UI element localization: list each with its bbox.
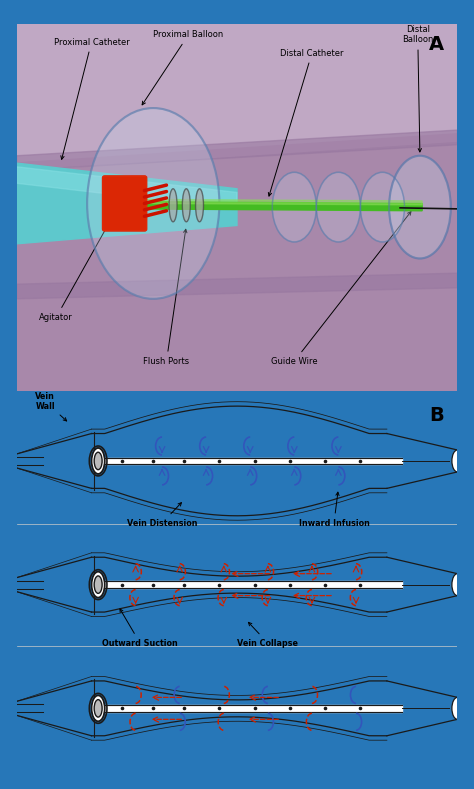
Polygon shape: [140, 200, 422, 205]
Text: Flush Ports: Flush Ports: [144, 230, 190, 366]
Ellipse shape: [360, 172, 404, 242]
Ellipse shape: [94, 576, 102, 593]
Ellipse shape: [316, 172, 360, 242]
Text: Distal Catheter: Distal Catheter: [268, 48, 344, 196]
Text: Outward Suction: Outward Suction: [102, 609, 178, 648]
Ellipse shape: [87, 108, 219, 299]
Ellipse shape: [91, 695, 105, 721]
Text: A: A: [429, 35, 444, 54]
Text: Guide Wire: Guide Wire: [271, 211, 411, 366]
Ellipse shape: [452, 450, 463, 472]
Polygon shape: [17, 273, 457, 299]
Ellipse shape: [169, 189, 177, 222]
Polygon shape: [17, 166, 237, 209]
Ellipse shape: [272, 172, 316, 242]
Ellipse shape: [389, 155, 451, 259]
Ellipse shape: [182, 189, 190, 222]
Ellipse shape: [94, 452, 102, 469]
Polygon shape: [17, 141, 457, 391]
Text: Proximal Balloon: Proximal Balloon: [142, 30, 224, 105]
Text: Proximal Catheter: Proximal Catheter: [54, 38, 129, 159]
Text: Vein Distension: Vein Distension: [127, 503, 197, 528]
Text: Vein Collapse: Vein Collapse: [237, 623, 298, 648]
Text: Agitator: Agitator: [39, 211, 116, 322]
Polygon shape: [140, 202, 422, 211]
FancyBboxPatch shape: [102, 176, 146, 231]
Polygon shape: [17, 24, 457, 163]
Ellipse shape: [94, 700, 102, 717]
Polygon shape: [17, 163, 237, 244]
FancyBboxPatch shape: [102, 176, 146, 231]
Text: B: B: [429, 406, 444, 424]
Text: Vein
Wall: Vein Wall: [35, 392, 67, 421]
Polygon shape: [17, 130, 457, 170]
Ellipse shape: [452, 574, 463, 596]
Ellipse shape: [452, 697, 463, 720]
Ellipse shape: [91, 448, 105, 474]
Polygon shape: [17, 134, 457, 170]
Text: Distal
Balloon: Distal Balloon: [402, 25, 433, 151]
Ellipse shape: [196, 189, 203, 222]
Text: Inward Infusion: Inward Infusion: [299, 492, 369, 528]
Ellipse shape: [91, 572, 105, 597]
